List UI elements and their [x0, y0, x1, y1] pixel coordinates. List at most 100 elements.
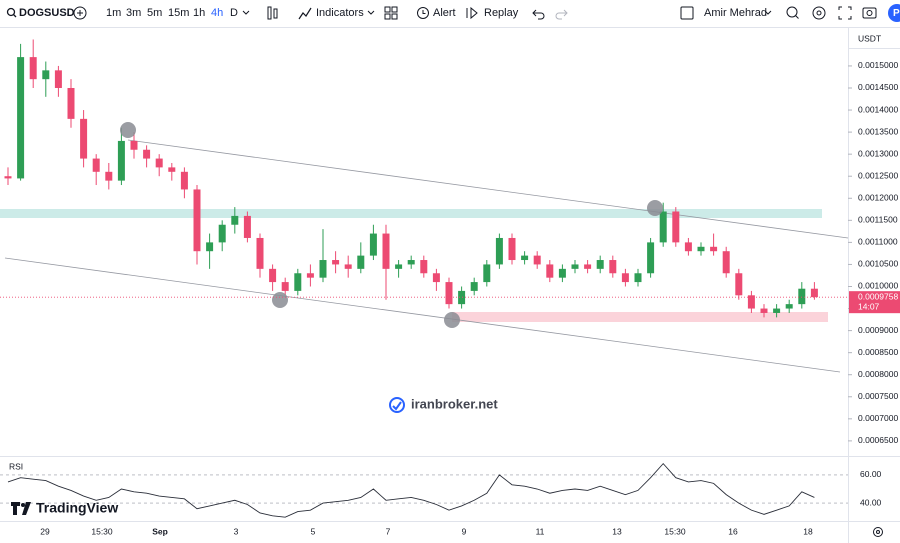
- time-tick-label: 29: [40, 526, 50, 536]
- time-axis: 29 15:30 Sep 3 5 7 9 11 13 15:30 16 18: [40, 526, 813, 536]
- candle-body: [735, 273, 743, 296]
- time-tick-label: 3: [234, 526, 239, 536]
- candle-body: [571, 264, 579, 269]
- candle-body: [495, 237, 503, 265]
- replay-icon: [466, 6, 478, 20]
- rsi-title[interactable]: RSI: [9, 461, 23, 471]
- pivot-marker[interactable]: [647, 200, 663, 216]
- interval-button[interactable]: 3m: [126, 7, 141, 19]
- interval-button[interactable]: 1h: [193, 7, 205, 19]
- candle-body: [17, 57, 25, 179]
- last-price-label: 0.0009758: [858, 291, 898, 301]
- settings[interactable]: [812, 6, 826, 20]
- screenshot[interactable]: [862, 7, 877, 19]
- resistance-zone[interactable]: [0, 209, 822, 218]
- price-tick-label: 0.0006500: [858, 435, 898, 445]
- channel-lower[interactable]: [4, 257, 841, 373]
- avatar-letter: P: [893, 8, 900, 19]
- rsi-line: [7, 462, 815, 518]
- settings: [816, 10, 822, 16]
- candle-body: [747, 295, 755, 309]
- candle-body: [621, 273, 629, 283]
- layout-icon[interactable]: [384, 6, 398, 20]
- price-tick-label: 0.0012000: [858, 193, 898, 203]
- countdown: 14:07: [858, 301, 880, 311]
- interval-button[interactable]: 4h: [211, 7, 223, 19]
- time-tick-label: 15:30: [664, 526, 686, 536]
- candle-body: [521, 255, 529, 261]
- candle-body: [533, 255, 541, 265]
- time-tick-label: 9: [462, 526, 467, 536]
- replay-button[interactable]: Replay: [484, 7, 519, 19]
- candle-body: [684, 242, 692, 252]
- candle-body: [143, 149, 151, 159]
- undo[interactable]: [532, 9, 545, 20]
- candle-body: [193, 189, 201, 252]
- candle-body: [710, 246, 718, 252]
- rsi-tick-label: 40.00: [860, 497, 882, 507]
- candle-body: [722, 251, 730, 274]
- candle-body: [634, 273, 642, 283]
- search-icon[interactable]: [6, 7, 16, 17]
- user-dropdown[interactable]: [764, 10, 772, 15]
- chart-type-icon[interactable]: [267, 6, 272, 20]
- branding: TradingView: [11, 500, 118, 516]
- price-tick-label: 0.0009000: [858, 325, 898, 335]
- pivot-markers: [120, 122, 663, 328]
- candle-body: [54, 70, 62, 88]
- symbol[interactable]: DOGSUSD: [19, 7, 75, 19]
- price-tick-label: 0.0015000: [858, 60, 898, 70]
- interval-button[interactable]: 5m: [147, 7, 162, 19]
- avatar[interactable]: [888, 4, 900, 22]
- alert-button[interactable]: Alert: [433, 7, 456, 19]
- candle-body: [319, 260, 327, 278]
- candle-body: [281, 282, 289, 291]
- time-tick-label: 18: [803, 526, 813, 536]
- rsi-pane: 40.00 60.00: [0, 462, 882, 518]
- currency[interactable]: USDT: [858, 33, 881, 43]
- candle-body: [407, 260, 415, 265]
- candle-body: [420, 260, 428, 274]
- candle-body: [697, 246, 705, 252]
- channel-upper[interactable]: [127, 139, 849, 239]
- candle-body: [80, 118, 88, 159]
- price-tick-label: 0.0012500: [858, 170, 898, 180]
- branding-logo: [22, 502, 31, 515]
- candle-body: [105, 171, 113, 181]
- candle-body: [29, 57, 37, 80]
- support-zone[interactable]: [452, 312, 828, 322]
- candle-body: [483, 264, 491, 283]
- candle-body: [180, 171, 188, 190]
- axis-settings[interactable]: [873, 527, 883, 537]
- interval-button[interactable]: D: [230, 7, 238, 19]
- watermark-text: iranbroker.net: [411, 396, 498, 411]
- fullscreen[interactable]: [838, 6, 852, 20]
- interval-dropdown[interactable]: [242, 10, 250, 15]
- candle-body: [785, 304, 793, 309]
- price-tick-label: 0.0013000: [858, 148, 898, 158]
- interval-button[interactable]: 1m: [106, 7, 121, 19]
- pivot-marker[interactable]: [444, 312, 460, 328]
- interval-button[interactable]: 15m: [168, 7, 189, 19]
- redo[interactable]: [555, 9, 568, 20]
- candle-body: [357, 255, 365, 269]
- candle-body: [218, 224, 226, 243]
- candle-body: [92, 158, 100, 172]
- pivot-marker[interactable]: [272, 292, 288, 308]
- candle-body: [546, 264, 554, 278]
- price-tick-label: 0.0010000: [858, 281, 898, 291]
- price-tick-label: 0.0010500: [858, 259, 898, 269]
- user-name[interactable]: Amir Mehrad: [704, 7, 767, 19]
- indicators-dropdown[interactable]: [367, 10, 375, 15]
- pivot-marker[interactable]: [120, 122, 136, 138]
- search-tool[interactable]: [786, 6, 798, 18]
- add-symbol[interactable]: [73, 6, 87, 20]
- candle-body: [382, 233, 390, 269]
- time-tick-label: 5: [311, 526, 316, 536]
- indicators-button[interactable]: Indicators: [316, 7, 364, 19]
- candle-body: [508, 237, 516, 261]
- candle-body: [395, 264, 403, 269]
- search-icon: [13, 14, 17, 18]
- user-checkbox[interactable]: [680, 6, 694, 20]
